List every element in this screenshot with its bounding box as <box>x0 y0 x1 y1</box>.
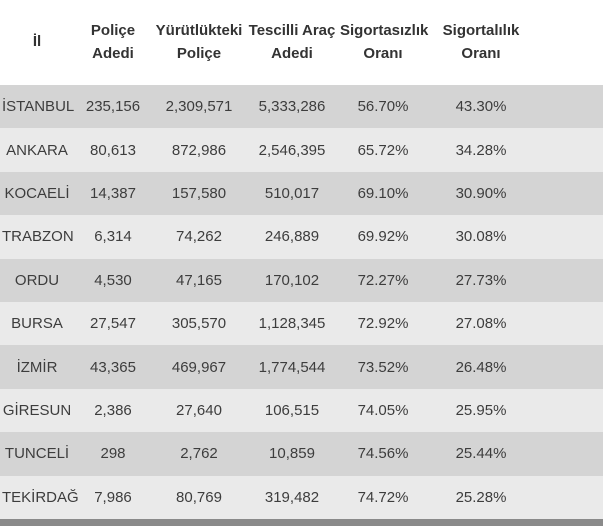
column-header-5: Sigortasızlık Oranı <box>338 0 428 85</box>
value-cell: 27.08% <box>428 301 534 346</box>
row-filler-cell <box>534 432 603 476</box>
value-cell: 30.90% <box>428 171 534 216</box>
value-cell: 47,165 <box>152 258 246 302</box>
value-cell: 319,482 <box>246 475 338 519</box>
value-cell: 106,515 <box>246 388 338 433</box>
row-filler-cell <box>534 258 603 302</box>
column-header-1: İl <box>0 0 74 85</box>
value-cell: 27.73% <box>428 258 534 302</box>
value-cell: 235,156 <box>74 85 152 129</box>
table-row: KOCAELİ 14,387 157,580 510,017 69.10% 30.90% <box>0 171 603 216</box>
value-cell: 80,769 <box>152 475 246 519</box>
table-header: İl Poliçe Adedi Yürütlükteki Poliçe Tescill… <box>0 0 603 85</box>
row-filler-cell <box>534 301 603 346</box>
province-cell: BURSA <box>0 301 74 346</box>
province-cell: İZMİR <box>0 345 74 389</box>
value-cell: 1,128,345 <box>246 301 338 346</box>
table-body: İSTANBUL 235,156 2,309,571 5,333,286 56.70% 4… <box>0 85 603 519</box>
value-cell: 14,387 <box>74 171 152 216</box>
table-row: ORDU 4,530 47,165 170,102 72.27% 27.73% <box>0 258 603 302</box>
value-cell: 30.08% <box>428 215 534 259</box>
row-filler-cell <box>534 388 603 433</box>
column-header-4: Tescilli Araç Adedi <box>246 0 338 85</box>
value-cell: 170,102 <box>246 258 338 302</box>
value-cell: 72.27% <box>338 258 428 302</box>
value-cell: 7,986 <box>74 475 152 519</box>
value-cell: 2,386 <box>74 388 152 433</box>
value-cell: 25.95% <box>428 388 534 433</box>
value-cell: 74,262 <box>152 215 246 259</box>
province-cell: KOCAELİ <box>0 171 74 216</box>
value-cell: 10,859 <box>246 432 338 476</box>
value-cell: 157,580 <box>152 171 246 216</box>
value-cell: 510,017 <box>246 171 338 216</box>
value-cell: 74.05% <box>338 388 428 433</box>
province-cell: ORDU <box>0 258 74 302</box>
row-filler-cell <box>534 85 603 129</box>
table-row: TRABZON 6,314 74,262 246,889 69.92% 30.08% <box>0 215 603 259</box>
table-row: İZMİR 43,365 469,967 1,774,544 73.52% 26.48% <box>0 345 603 389</box>
table-row: İSTANBUL 235,156 2,309,571 5,333,286 56.70% 4… <box>0 85 603 129</box>
value-cell: 246,889 <box>246 215 338 259</box>
value-cell: 6,314 <box>74 215 152 259</box>
value-cell: 25.44% <box>428 432 534 476</box>
value-cell: 69.10% <box>338 171 428 216</box>
value-cell: 65.72% <box>338 128 428 172</box>
value-cell: 26.48% <box>428 345 534 389</box>
value-cell: 27,640 <box>152 388 246 433</box>
column-header-2: Poliçe Adedi <box>74 0 152 85</box>
value-cell: 72.92% <box>338 301 428 346</box>
province-cell: ANKARA <box>0 128 74 172</box>
value-cell: 298 <box>74 432 152 476</box>
table-row: TEKİRDAĞ 7,986 80,769 319,482 74.72% 25.28% <box>0 475 603 519</box>
value-cell: 2,546,395 <box>246 128 338 172</box>
value-cell: 2,762 <box>152 432 246 476</box>
value-cell: 2,309,571 <box>152 85 246 129</box>
value-cell: 56.70% <box>338 85 428 129</box>
value-cell: 469,967 <box>152 345 246 389</box>
province-cell: TEKİRDAĞ <box>0 475 79 519</box>
row-filler-cell <box>534 215 603 259</box>
value-cell: 80,613 <box>74 128 152 172</box>
value-cell: 27,547 <box>74 301 152 346</box>
value-cell: 74.56% <box>338 432 428 476</box>
value-cell: 73.52% <box>338 345 428 389</box>
value-cell: 1,774,544 <box>246 345 338 389</box>
value-cell: 43,365 <box>74 345 152 389</box>
table-row: BURSA 27,547 305,570 1,128,345 72.92% 27.08% <box>0 301 603 346</box>
table-row: TUNCELİ 298 2,762 10,859 74.56% 25.44% <box>0 432 603 476</box>
column-header-6: Sigortalılık Oranı <box>428 0 534 85</box>
value-cell: 74.72% <box>338 475 428 519</box>
value-cell: 69.92% <box>338 215 428 259</box>
province-cell: İSTANBUL <box>0 85 74 129</box>
value-cell: 25.28% <box>428 475 534 519</box>
value-cell: 43.30% <box>428 85 534 129</box>
province-cell: TRABZON <box>0 215 74 259</box>
row-filler-cell <box>534 345 603 389</box>
partial-next-row-strip <box>0 518 603 526</box>
value-cell: 4,530 <box>74 258 152 302</box>
value-cell: 305,570 <box>152 301 246 346</box>
value-cell: 34.28% <box>428 128 534 172</box>
table-row: ANKARA 80,613 872,986 2,546,395 65.72% 34.28% <box>0 128 603 172</box>
row-filler-cell <box>534 171 603 216</box>
row-filler-cell <box>534 128 603 172</box>
province-cell: TUNCELİ <box>0 432 74 476</box>
table-row: GİRESUN 2,386 27,640 106,515 74.05% 25.95% <box>0 388 603 433</box>
header-row: İl Poliçe Adedi Yürütlükteki Poliçe Tescill… <box>0 0 603 85</box>
column-header-3: Yürütlükteki Poliçe <box>152 0 246 85</box>
header-filler-cell <box>534 0 603 85</box>
value-cell: 872,986 <box>152 128 246 172</box>
value-cell: 5,333,286 <box>246 85 338 129</box>
province-cell: GİRESUN <box>0 388 74 433</box>
row-filler-cell <box>534 475 603 519</box>
